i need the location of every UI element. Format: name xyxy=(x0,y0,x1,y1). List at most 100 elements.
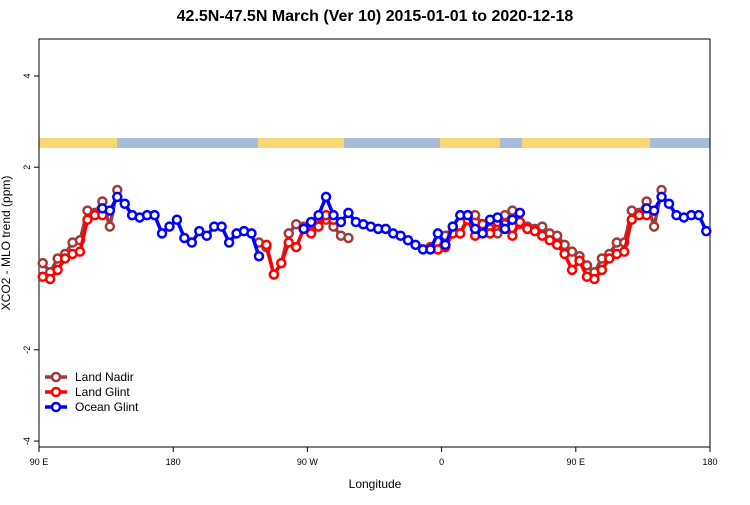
data-point xyxy=(328,209,339,221)
strip-land xyxy=(522,138,650,148)
x-tick-label: 90 E xyxy=(30,457,49,467)
data-point xyxy=(186,237,198,248)
y-tick-label: -4 xyxy=(22,437,32,445)
data-point xyxy=(268,269,280,280)
x-tick-label: 90 E xyxy=(567,457,586,467)
data-point xyxy=(701,225,712,237)
y-tick-label: 4 xyxy=(22,73,32,78)
data-point xyxy=(551,239,563,251)
data-point xyxy=(335,216,347,228)
y-axis-label: XCO2 - MLO trend (ppm) xyxy=(0,176,13,311)
data-point xyxy=(469,223,481,235)
data-point xyxy=(156,228,168,239)
data-point xyxy=(514,207,526,219)
data-point xyxy=(216,221,227,232)
data-point xyxy=(529,225,541,237)
data-point xyxy=(305,216,317,228)
data-point xyxy=(283,228,295,239)
data-point xyxy=(447,221,459,232)
data-point xyxy=(283,237,295,248)
data-point xyxy=(648,221,660,232)
data-point xyxy=(604,253,615,264)
legend-label: Land Glint xyxy=(75,385,130,399)
data-point xyxy=(477,228,488,239)
data-point xyxy=(507,230,518,241)
data-point xyxy=(626,214,637,225)
legend-marker xyxy=(50,371,62,383)
data-point xyxy=(149,209,160,221)
data-point xyxy=(82,214,93,225)
data-point xyxy=(395,230,406,241)
data-point xyxy=(52,264,63,276)
data-point xyxy=(298,223,309,235)
strip-land xyxy=(39,138,117,148)
data-point xyxy=(112,191,123,203)
x-axis-label: Longitude xyxy=(349,477,402,491)
data-point xyxy=(656,191,667,203)
data-point xyxy=(454,228,466,239)
data-point xyxy=(574,255,585,267)
data-point xyxy=(648,205,660,216)
strip-land xyxy=(440,138,500,148)
x-tick-label: 180 xyxy=(702,457,717,467)
strip-land xyxy=(258,138,344,148)
data-point xyxy=(164,221,175,232)
data-point xyxy=(559,248,570,260)
y-tick-label: -2 xyxy=(22,346,32,354)
data-point xyxy=(507,214,518,225)
data-point xyxy=(380,223,391,235)
data-point xyxy=(663,198,675,210)
data-point xyxy=(44,273,56,285)
data-point xyxy=(276,257,287,269)
data-point xyxy=(201,230,212,241)
data-point xyxy=(693,209,705,221)
data-point xyxy=(537,230,548,241)
legend-marker xyxy=(50,401,62,413)
data-point xyxy=(440,239,451,251)
series-line xyxy=(264,213,335,277)
data-point xyxy=(343,207,354,219)
data-point xyxy=(37,257,48,269)
y-tick-label: 2 xyxy=(22,165,32,170)
legend-label: Ocean Glint xyxy=(75,400,139,414)
data-point xyxy=(104,205,116,216)
data-point xyxy=(410,239,421,251)
x-tick-label: 180 xyxy=(166,457,181,467)
data-point xyxy=(74,246,86,257)
data-point xyxy=(223,237,235,248)
series-line xyxy=(101,195,261,257)
plot-frame xyxy=(38,38,711,448)
data-point xyxy=(290,241,302,253)
data-point xyxy=(492,212,503,223)
data-point xyxy=(402,235,414,246)
data-point xyxy=(305,228,317,239)
data-point xyxy=(194,225,205,237)
data-point xyxy=(253,250,265,262)
legend-marker xyxy=(50,386,62,398)
series xyxy=(97,191,712,262)
data-point xyxy=(59,253,71,264)
data-point xyxy=(320,191,332,203)
data-point xyxy=(179,232,190,244)
data-point xyxy=(425,244,436,255)
chart-title: 42.5N-47.5N March (Ver 10) 2015-01-01 to… xyxy=(177,8,574,25)
data-point xyxy=(499,223,511,235)
data-point xyxy=(261,239,272,251)
strip-ocean xyxy=(39,138,710,148)
data-point xyxy=(313,221,324,232)
data-point xyxy=(104,221,116,232)
data-point xyxy=(589,273,600,285)
x-tick-label: 0 xyxy=(439,457,444,467)
data-point xyxy=(432,228,444,239)
data-point xyxy=(313,209,324,221)
data-point xyxy=(596,264,608,276)
surface-strip xyxy=(39,138,710,148)
data-point xyxy=(171,214,183,225)
data-point xyxy=(462,209,473,221)
data-point xyxy=(119,198,130,210)
data-point xyxy=(544,235,555,246)
data-point xyxy=(246,228,257,239)
data-point xyxy=(343,232,354,244)
